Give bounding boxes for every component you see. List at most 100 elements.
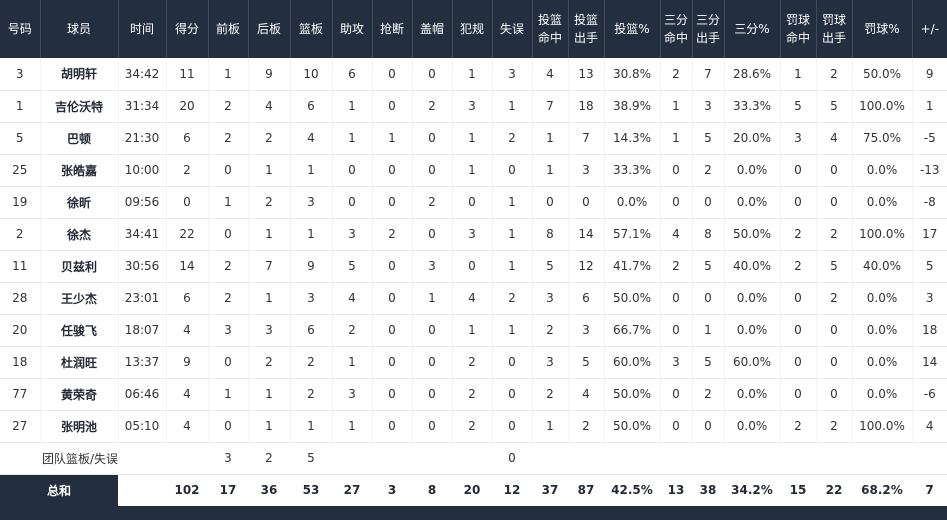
cell-number: 27 [0,410,41,443]
cell-fta: 0 [816,346,853,379]
cell-stl: 0 [372,282,413,315]
cell-tpa: 38 [699,483,717,498]
header-pf: 犯规 [452,0,493,58]
cell-stl: 0 [372,186,413,219]
cell-reb: 2 [290,346,333,379]
cell-ast: 2 [332,314,373,347]
cell-fgp: 66.7% [604,314,661,347]
cell-fgm: 4 [532,58,569,91]
cell-oreb: 3 [208,442,248,475]
cell-tpa: 0 [692,282,725,315]
cell-fga [568,442,604,475]
cell-oreb: 2 [208,90,249,123]
cell-tov: 0 [492,410,533,443]
cell-fta: 2 [816,282,853,315]
cell-player: 王少杰 [40,282,119,315]
cell-tpp: 0.0% [724,282,781,315]
cell-pf: 2 [452,346,493,379]
cell-plus-minus: 4 [912,410,947,443]
cell-fgp: 41.7% [604,250,661,283]
cell-pf: 0 [452,186,493,219]
cell-pf: 2 [452,378,493,411]
cell-tpm: 0 [660,154,693,187]
cell-player: 张明池 [40,410,119,443]
cell-fgp: 50.0% [604,410,661,443]
header-ast: 助攻 [332,0,373,58]
cell-ftp: 0.0% [852,282,913,315]
header-points: 得分 [166,0,209,58]
cell-tpm: 0 [660,314,693,347]
cell-fgp [604,442,660,475]
cell-fgp: 60.0% [604,346,661,379]
cell-stl: 0 [372,90,413,123]
cell-number: 28 [0,282,41,315]
cell-fgm: 3 [532,282,569,315]
cell-player: 杜润旺 [40,346,119,379]
cell-tpa: 5 [692,346,725,379]
cell-ast: 3 [332,218,373,251]
cell-tpm: 1 [660,122,693,155]
cell-points: 9 [166,346,209,379]
cell-fta: 5 [816,90,853,123]
cell-blk: 2 [412,186,453,219]
cell-ftm: 0 [780,186,817,219]
cell-fta [816,442,852,475]
player-row: 5 巴顿 21:30 6 2 2 4 1 1 0 1 2 1 7 14.3% 1 5 20.0% 3 4 75.0% -5 [0,122,947,155]
cell-tov: 2 [492,122,533,155]
cell-plus-minus: 5 [912,250,947,283]
cell-ast: 0 [332,186,373,219]
cell-ftp: 75.0% [852,122,913,155]
cell-player: 贝兹利 [40,250,119,283]
cell-player: 任骏飞 [40,314,119,347]
cell-tpa [692,442,724,475]
cell-reb: 6 [290,90,333,123]
cell-fga: 13 [568,58,605,91]
cell-ftm: 2 [780,410,817,443]
header-oreb: 前板 [208,0,249,58]
header-tpm: 三分 命中 [660,0,693,58]
cell-fga: 18 [568,90,605,123]
cell-tpm: 4 [660,218,693,251]
cell-number: 20 [0,314,41,347]
cell-dreb: 1 [248,154,291,187]
table-body: 3 胡明轩 34:42 11 1 9 10 6 0 0 1 3 4 13 30.8% 2 7 28.6% 1 2 50.… [0,58,947,506]
cell-dreb: 4 [248,90,291,123]
player-row: 28 王少杰 23:01 6 2 1 3 4 0 1 4 2 3 6 50.0% 0 0 0.0% 0 2 0.0% 3 [0,282,947,315]
cell-pf: 2 [452,410,493,443]
player-row: 25 张皓嘉 10:00 2 0 1 1 0 0 0 1 0 1 3 33.3% 0 2 0.0% 0 0 0.0% -1… [0,154,947,187]
cell-dreb: 3 [248,314,291,347]
stats-table: 号码 球员 时间 得分 前板 后板 篮板 助攻 抢断 盖帽 犯规 失误 投篮 命中 投篮 出手 投篮% 三分 … [0,0,947,506]
cell-fta: 4 [816,122,853,155]
cell-pf: 1 [452,314,493,347]
cell-number: 3 [0,58,41,91]
cell-points: 6 [166,282,209,315]
cell-blk: 0 [412,378,453,411]
cell-tpp: 20.0% [724,122,781,155]
header-player: 球员 [40,0,119,58]
cell-plus-minus: -6 [912,378,947,411]
cell-tpm: 0 [660,410,693,443]
cell-ast: 1 [332,346,373,379]
cell-tpa: 8 [692,218,725,251]
cell-ast: 1 [332,122,373,155]
cell-plus-minus: 14 [912,346,947,379]
cell-time: 06:46 [118,378,167,411]
cell-fga: 6 [568,282,605,315]
cell-stl: 0 [372,410,413,443]
cell-ftm: 2 [780,218,817,251]
cell-player: 团队篮板/失误 [40,442,118,475]
cell-stl: 0 [372,154,413,187]
cell-fta: 0 [816,186,853,219]
cell-blk: 0 [412,314,453,347]
cell-tpa: 5 [692,122,725,155]
cell-ftm: 2 [780,250,817,283]
cell-time: 34:42 [118,58,167,91]
cell-points: 22 [166,218,209,251]
cell-reb: 6 [290,314,333,347]
cell-points: 4 [166,314,209,347]
cell-tov: 1 [492,250,533,283]
cell-tpm: 2 [660,250,693,283]
cell-ast: 3 [332,378,373,411]
cell-plus-minus: 9 [912,58,947,91]
cell-blk: 0 [412,154,453,187]
